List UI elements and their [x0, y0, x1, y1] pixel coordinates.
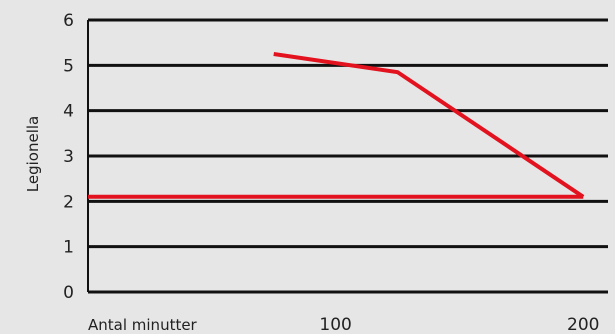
- y-tick-label-3: 3: [63, 147, 74, 167]
- grid-lines: [87, 18, 608, 294]
- series-lines: [88, 52, 585, 199]
- x-tick-label-200: 200: [567, 315, 599, 334]
- y-axis-label: Legionella: [24, 116, 42, 192]
- y-tick-label-6: 6: [63, 11, 74, 31]
- y-tick-label-4: 4: [63, 102, 74, 122]
- y-tick-label-5: 5: [63, 56, 74, 76]
- x-tick-label-100: 100: [319, 315, 351, 334]
- x-axis-label: Antal minutter: [88, 316, 198, 334]
- y-tick-label-1: 1: [63, 238, 74, 258]
- y-tick-label-2: 2: [63, 192, 74, 212]
- y-tick-labels: 0 1 2 3 4 5 6: [63, 11, 74, 303]
- x-tick-labels: 100 200: [319, 315, 599, 334]
- y-tick-label-0: 0: [63, 283, 74, 303]
- series-line-2: [273, 52, 585, 199]
